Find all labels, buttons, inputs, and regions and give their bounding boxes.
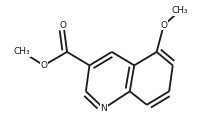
Text: CH₃: CH₃ xyxy=(14,47,31,56)
Text: O: O xyxy=(60,21,67,30)
Text: O: O xyxy=(160,21,167,30)
Text: O: O xyxy=(40,61,47,70)
Text: CH₃: CH₃ xyxy=(172,6,188,15)
Text: N: N xyxy=(100,104,107,113)
